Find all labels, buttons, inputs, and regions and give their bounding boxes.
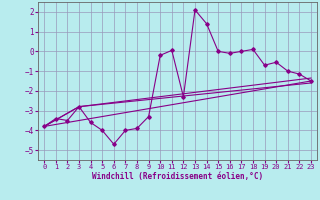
X-axis label: Windchill (Refroidissement éolien,°C): Windchill (Refroidissement éolien,°C) — [92, 172, 263, 181]
